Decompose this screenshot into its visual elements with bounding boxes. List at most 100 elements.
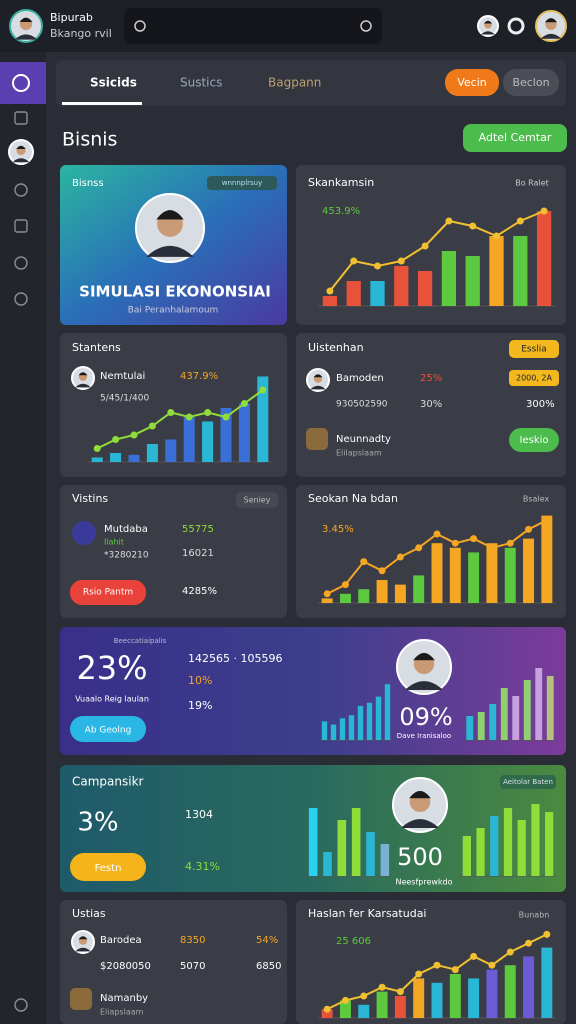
avatar-body xyxy=(481,31,495,35)
bar xyxy=(477,712,485,740)
avatar-hair xyxy=(78,936,88,940)
line-point xyxy=(525,525,533,533)
avatar-body xyxy=(540,33,562,39)
line-point xyxy=(397,257,405,265)
action-button[interactable] xyxy=(463,124,567,152)
line-point xyxy=(488,961,496,969)
bar xyxy=(541,515,553,603)
badges-buttons xyxy=(70,176,559,1010)
line-point xyxy=(148,422,156,430)
line-point xyxy=(323,1005,331,1013)
line-point xyxy=(341,581,349,589)
sidebar-active[interactable] xyxy=(0,62,46,104)
bar xyxy=(413,575,425,603)
bar xyxy=(441,251,457,306)
search-box[interactable] xyxy=(124,8,382,44)
bar xyxy=(394,584,406,603)
bar xyxy=(465,256,480,306)
label: Vistins xyxy=(72,492,108,505)
line-point xyxy=(415,544,423,552)
bar xyxy=(384,684,391,740)
label: 3.45% xyxy=(322,524,354,535)
label: 300% xyxy=(526,399,555,410)
bar xyxy=(238,403,250,462)
avatar-body xyxy=(310,385,326,390)
sidebar-logo xyxy=(12,74,30,92)
bar xyxy=(523,538,535,603)
bar xyxy=(468,978,480,1018)
tab-button[interactable] xyxy=(445,69,499,96)
label: Bunabn xyxy=(519,911,550,920)
label: 4.31% xyxy=(185,860,220,873)
icon xyxy=(70,988,92,1010)
bar xyxy=(183,417,195,462)
icon xyxy=(306,428,328,450)
tab-bar xyxy=(56,60,566,106)
label: 10% xyxy=(188,674,212,687)
line-point xyxy=(543,930,551,938)
label: 6850 xyxy=(256,961,281,972)
bar xyxy=(370,281,385,306)
card xyxy=(296,485,566,618)
bar xyxy=(541,947,553,1018)
label: Haslan fer Karsatudai xyxy=(308,907,427,920)
bar xyxy=(486,969,498,1018)
label: Vuaalo Reig laulan xyxy=(75,695,149,704)
avatar-hair xyxy=(19,17,33,22)
bar xyxy=(413,978,425,1018)
search-icon xyxy=(134,20,146,32)
button[interactable] xyxy=(70,853,146,881)
label: Seokan Na bdan xyxy=(308,492,398,505)
sidebar xyxy=(0,52,46,1024)
line-point xyxy=(488,544,496,552)
settings-icon[interactable] xyxy=(507,17,525,35)
bar xyxy=(358,589,370,603)
bar xyxy=(476,828,485,876)
bar xyxy=(346,281,361,306)
label: 500 xyxy=(397,843,443,871)
avatar-body xyxy=(14,34,38,40)
avatar-hair xyxy=(156,210,184,220)
bar xyxy=(545,812,554,876)
button[interactable] xyxy=(70,580,146,605)
bar xyxy=(500,688,508,740)
line-point xyxy=(378,567,386,575)
search-icon xyxy=(360,20,372,32)
bar xyxy=(504,547,516,603)
bar xyxy=(357,705,364,740)
label: Sustics xyxy=(180,76,222,90)
line-point xyxy=(415,970,423,978)
tab-button[interactable] xyxy=(503,69,559,96)
line-point xyxy=(185,413,193,421)
label: Esslia xyxy=(521,345,547,355)
avatar-hair xyxy=(78,372,88,376)
label: Neunnadty xyxy=(336,434,391,445)
label: Nemtulai xyxy=(100,371,145,382)
bar xyxy=(308,808,318,876)
bar xyxy=(257,376,269,462)
line-point xyxy=(240,400,248,407)
bar xyxy=(394,266,409,306)
label: Festn xyxy=(95,863,122,874)
line-point xyxy=(470,952,478,960)
button[interactable] xyxy=(509,428,559,452)
bar xyxy=(489,704,497,740)
bar xyxy=(339,593,351,603)
button[interactable] xyxy=(70,716,146,742)
card xyxy=(296,333,566,477)
avatar-hair xyxy=(313,374,323,378)
bar xyxy=(449,547,461,603)
bar xyxy=(330,724,337,740)
bar xyxy=(512,696,520,740)
tab-indicator xyxy=(62,102,142,105)
avatar-body xyxy=(12,158,30,163)
bar xyxy=(431,543,443,603)
bar xyxy=(380,844,390,876)
label: SIMULASI EKONONSIAI xyxy=(79,283,271,301)
line-point xyxy=(470,535,478,543)
badge xyxy=(500,775,556,789)
label: Beclon xyxy=(512,76,549,89)
label: Uistenhan xyxy=(308,341,364,354)
label: Vecin xyxy=(457,76,487,89)
bar xyxy=(489,236,504,306)
